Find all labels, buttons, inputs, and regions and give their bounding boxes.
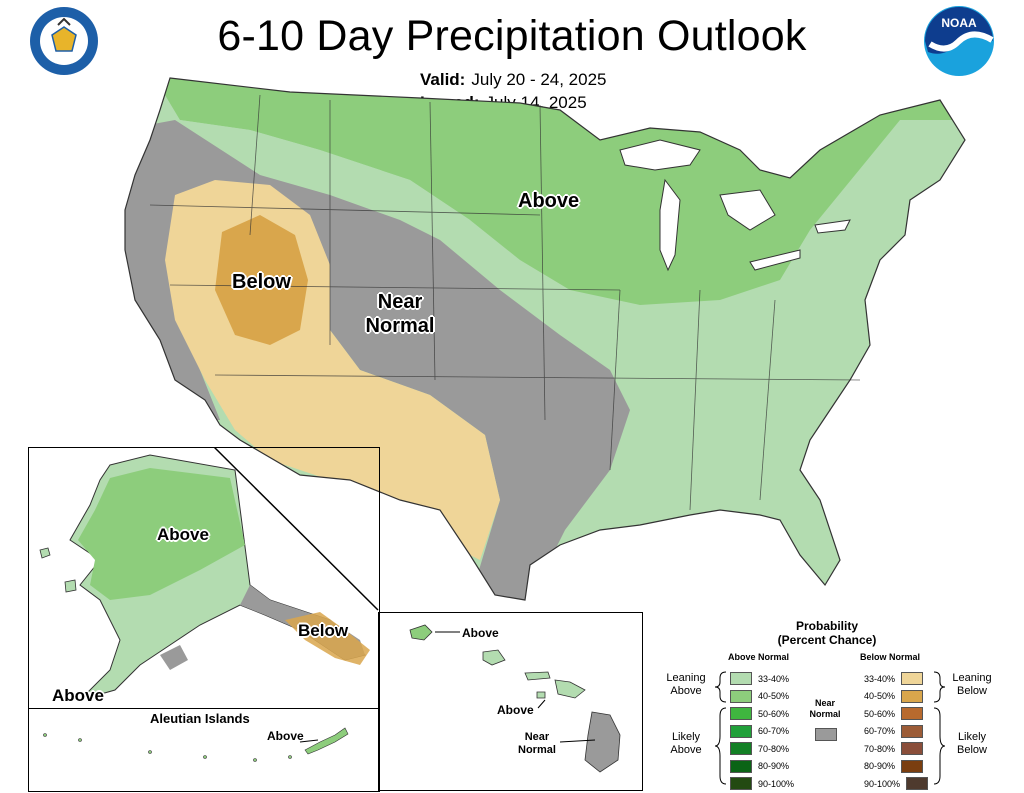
conus-below-label: Below — [232, 271, 291, 293]
near-word: Near — [377, 291, 423, 313]
legend-row-label: 80-90% — [758, 761, 790, 771]
conus-above-label: Above — [518, 190, 580, 212]
alaska-above-label: Above — [157, 525, 209, 544]
legend-row: 90-100% — [730, 777, 794, 790]
valid-line: Valid: July 20 - 24, 2025 — [420, 70, 607, 90]
legend-swatch — [730, 759, 752, 773]
normal-word: Normal — [365, 315, 435, 337]
legend-likely-above-1: Likely — [671, 731, 701, 743]
legend-leaning-above-1: Leaning — [666, 672, 706, 684]
legend-likely-below-2: Below — [957, 744, 987, 756]
legend-below-braces — [933, 671, 946, 785]
legend-row: 60-70% — [864, 724, 924, 738]
department-of-commerce-seal-icon — [30, 7, 98, 75]
legend-row-label: 70-80% — [758, 743, 790, 754]
legend-row-label: 40-50% — [864, 691, 896, 701]
hawaii-above-label-1: Above — [462, 626, 499, 640]
hawaii-near-normal-label: Near Normal — [518, 731, 556, 757]
svg-text:NOAA: NOAA — [941, 16, 977, 30]
legend-likely-above: Likely Above — [660, 731, 712, 757]
legend-swatch — [906, 777, 929, 790]
legend-row: 33-40% — [730, 672, 789, 685]
legend-title-line-2: (Percent Chance) — [777, 633, 877, 647]
legend-row: 40-50% — [864, 689, 924, 703]
legend-likely-below-1: Likely — [957, 731, 987, 743]
legend-near-1: Near — [814, 698, 835, 708]
legend-swatch — [901, 672, 924, 685]
legend-swatch — [901, 707, 924, 720]
legend-row-label: 40-50% — [758, 691, 790, 701]
alaska-below-label: Below — [298, 621, 349, 640]
legend-title-line-1: Probability — [795, 619, 858, 633]
legend-row: 80-90% — [730, 759, 790, 773]
legend-likely-above-2: Above — [670, 744, 702, 756]
legend-row-label: 60-70% — [758, 726, 790, 736]
legend-leaning-below-2: Below — [957, 685, 987, 697]
aleutian-islands — [43, 727, 349, 762]
legend-title: Probability (Percent Chance) — [770, 619, 884, 647]
legend-swatch — [730, 707, 752, 720]
legend-row-label: 70-80% — [864, 743, 896, 754]
legend-above-braces — [714, 671, 727, 785]
legend-row-label: 90-100% — [758, 778, 795, 789]
valid-dates: July 20 - 24, 2025 — [471, 70, 607, 89]
legend-swatch — [730, 777, 752, 790]
legend-row: 60-70% — [730, 724, 790, 738]
hawaii-normal-word: Normal — [518, 744, 556, 756]
legend-row: 70-80% — [730, 742, 789, 755]
legend-below-head: Below Normal — [860, 652, 921, 662]
hawaii-near-word: Near — [524, 731, 550, 743]
legend-row: 70-80% — [864, 742, 924, 755]
legend-swatch — [730, 724, 752, 738]
legend-row: 80-90% — [864, 759, 924, 773]
legend-swatch — [730, 742, 752, 755]
aleutian-above-label: Above — [267, 729, 304, 743]
legend-swatch — [901, 724, 924, 738]
alaska-above-south-label: Above — [52, 686, 104, 705]
legend-likely-below: Likely Below — [946, 731, 998, 757]
legend-leaning-above-2: Above — [670, 685, 702, 697]
legend-row: 50-60% — [730, 707, 789, 720]
hawaii-inset — [409, 624, 621, 773]
legend-swatch — [730, 672, 752, 685]
legend-near-2: Normal — [809, 709, 841, 719]
conus-near-normal-label: Near Normal — [360, 290, 440, 338]
legend-row: 40-50% — [730, 689, 790, 703]
legend-above-head: Above Normal — [728, 652, 790, 662]
hawaii-above-label-2: Above — [497, 703, 534, 717]
hawaii-inset-frame — [378, 612, 643, 791]
legend-row-label: 50-60% — [864, 708, 896, 719]
legend-leaning-below-1: Leaning — [952, 672, 992, 684]
legend-swatch — [901, 742, 924, 755]
page-title: 6-10 Day Precipitation Outlook — [217, 12, 807, 60]
legend-row-label: 33-40% — [864, 673, 896, 684]
legend-leaning-below: Leaning Below — [946, 672, 998, 698]
legend-row-label: 60-70% — [864, 726, 896, 736]
legend-row: 33-40% — [864, 672, 924, 685]
legend-row-label: 80-90% — [864, 761, 896, 771]
legend-row-label: 33-40% — [758, 673, 790, 684]
legend-leaning-above: Leaning Above — [660, 672, 712, 698]
legend-row-label: 50-60% — [758, 708, 790, 719]
legend-row: 90-100% — [864, 777, 929, 790]
valid-label: Valid: — [420, 70, 466, 89]
alaska-frame-diagonal — [214, 447, 379, 611]
legend-row-label: 90-100% — [864, 778, 901, 789]
legend-row: 50-60% — [864, 707, 924, 720]
alaska-inset — [39, 454, 370, 702]
legend-near-normal: Near Normal — [803, 698, 847, 720]
legend-swatch — [901, 759, 924, 773]
legend-swatch — [730, 689, 752, 703]
noaa-logo-icon: NOAA — [924, 6, 994, 76]
aleutian-title: Aleutian Islands — [150, 711, 250, 726]
legend-swatch — [901, 689, 924, 703]
legend-near-normal-swatch — [815, 728, 837, 741]
